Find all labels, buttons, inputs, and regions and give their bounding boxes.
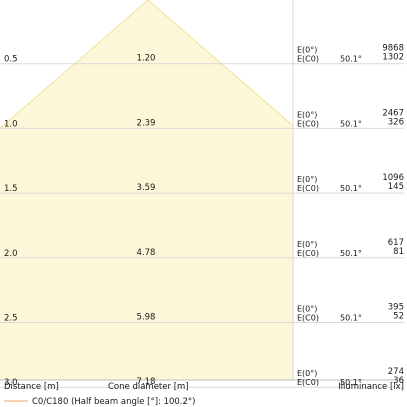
cone-diameter-value: 3.59	[137, 183, 156, 193]
angle-value: 50.1°	[340, 184, 362, 193]
cone-diameter-value: 7.18	[137, 377, 156, 387]
e0-label: E(0°)	[297, 305, 317, 314]
ec0-value: 36	[393, 376, 404, 386]
ec0-label: E(C0)	[297, 249, 319, 258]
ec0-label: E(C0)	[297, 184, 319, 193]
e0-value: 2467	[382, 108, 404, 118]
e0-label: E(0°)	[297, 175, 317, 184]
ec0-label: E(C0)	[297, 55, 319, 64]
grid-lines	[0, 0, 404, 388]
distance-value: 2.5	[4, 314, 18, 324]
ec0-label: E(C0)	[297, 378, 319, 387]
distance-value: 1.5	[4, 184, 18, 194]
e0-label: E(0°)	[297, 46, 317, 55]
cone-diameter-value: 4.78	[137, 248, 156, 258]
angle-value: 50.1°	[340, 378, 362, 387]
cone-right-edge	[147, 0, 294, 127]
e0-value: 274	[388, 367, 404, 377]
distance-value: 3.0	[4, 378, 18, 388]
cone-diameter-value: 5.98	[137, 313, 156, 323]
e0-value: 1096	[382, 173, 404, 183]
legend-entry: C0/C180 (Half beam angle [°]: 100.2°)	[32, 397, 196, 407]
cone-diameter-value: 1.20	[137, 54, 156, 64]
e0-label: E(0°)	[297, 110, 317, 119]
e0-label: E(0°)	[297, 240, 317, 249]
ec0-value: 326	[388, 117, 404, 127]
cone-diameter-label: Cone diameter [m]	[108, 382, 189, 392]
e0-value: 9868	[382, 44, 404, 54]
angle-value: 50.1°	[340, 119, 362, 128]
cone-diameter-value: 2.39	[137, 118, 156, 128]
distance-value: 0.5	[4, 55, 18, 65]
e0-label: E(0°)	[297, 369, 317, 378]
x-axis-label: Distance [m]	[4, 382, 59, 392]
distance-value: 2.0	[4, 249, 18, 259]
e0-value: 395	[388, 303, 404, 313]
ec0-value: 81	[393, 247, 404, 257]
e0-value: 617	[388, 238, 404, 248]
ec0-label: E(C0)	[297, 119, 319, 128]
cone-area	[0, 0, 293, 380]
y-axis-label: Illuminance [lx]	[338, 382, 404, 392]
ec0-value: 52	[393, 312, 404, 322]
ec0-value: 1302	[382, 53, 404, 63]
angle-value: 50.1°	[340, 249, 362, 258]
ec0-label: E(C0)	[297, 314, 319, 323]
distance-value: 1.0	[4, 119, 18, 129]
angle-value: 50.1°	[340, 55, 362, 64]
ec0-value: 145	[388, 182, 404, 192]
angle-value: 50.1°	[340, 314, 362, 323]
